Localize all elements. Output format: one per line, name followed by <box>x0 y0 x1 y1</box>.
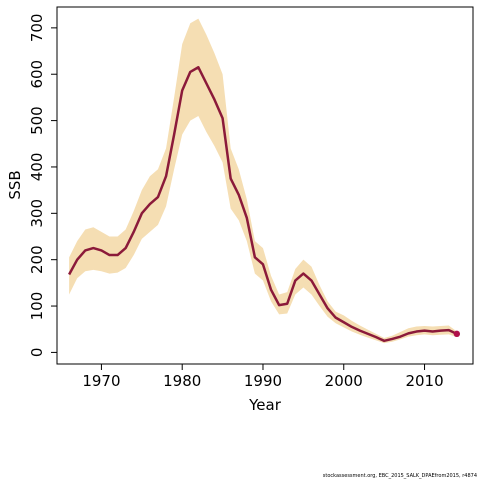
confidence-band <box>69 18 457 344</box>
x-tick-label: 2000 <box>325 372 363 390</box>
x-tick-label: 1990 <box>244 372 282 390</box>
y-axis: 0 100 200 300 400 500 600 700 <box>28 14 57 358</box>
y-tick-label: 500 <box>28 106 46 135</box>
y-tick-label: 0 <box>28 348 46 358</box>
source-credit: stockassessment.org, EBC_2015_SALK_DPAEf… <box>322 473 477 479</box>
confidence-band-layer <box>69 18 457 344</box>
y-tick-label: 700 <box>28 14 46 43</box>
x-axis-title: Year <box>248 396 282 414</box>
ssb-line-layer <box>68 66 461 343</box>
plot-frame <box>56 6 474 365</box>
x-tick-label: 2010 <box>405 372 443 390</box>
y-tick-label: 600 <box>28 60 46 89</box>
y-tick-label: 400 <box>28 153 46 182</box>
x-axis: 1970 1980 1990 2000 2010 <box>82 364 444 390</box>
ssb-line <box>68 66 458 343</box>
y-tick-label: 100 <box>28 292 46 321</box>
y-tick-label: 300 <box>28 199 46 228</box>
x-tick-label: 1980 <box>163 372 201 390</box>
x-tick-label: 1970 <box>82 372 120 390</box>
last-year-point <box>453 330 461 338</box>
y-tick-label: 200 <box>28 245 46 274</box>
y-axis-title: SSB <box>6 170 24 199</box>
